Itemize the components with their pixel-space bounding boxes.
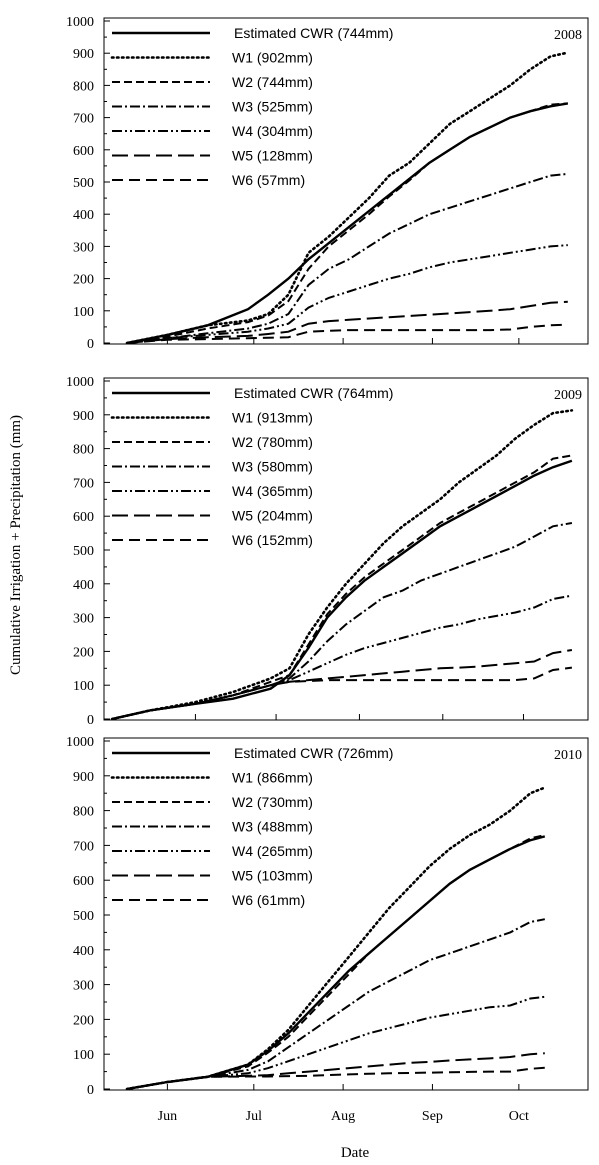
series-line-w4 — [111, 594, 573, 720]
y-tick-label: 600 — [73, 510, 94, 525]
chart-panel-2008: 0 100 200 300 400 500 600 700 800 900 1000 Estimate… — [66, 15, 589, 352]
series-line-w4 — [126, 995, 545, 1090]
y-tick-label: 900 — [73, 770, 94, 785]
legend-label: W4 (304mm) — [232, 123, 313, 139]
legend-label: W1 (866mm) — [232, 770, 313, 786]
y-tick-label: 1000 — [66, 735, 94, 750]
series-line-w1 — [125, 51, 570, 345]
y-tick-label: 500 — [73, 909, 94, 924]
series-line-w5 — [126, 300, 568, 344]
plot-frame — [103, 17, 589, 345]
plot-frame — [103, 377, 589, 721]
chart-panels: 01002003004005006007008009001000Estimate… — [66, 15, 589, 1124]
year-label: 2008 — [554, 28, 582, 43]
y-tick-label: 200 — [73, 1013, 94, 1028]
legend-label: W6 (57mm) — [232, 172, 305, 188]
legend-label: W2 (780mm) — [232, 434, 313, 450]
y-tick-label: 700 — [73, 112, 94, 127]
y-axis-title: Cumulative Irrigation + Precipitation (m… — [8, 415, 24, 675]
legend-label: W2 (730mm) — [232, 794, 313, 810]
legend-label: W6 (61mm) — [232, 892, 305, 908]
series-line-w2 — [126, 102, 568, 344]
year-label: 2010 — [554, 748, 582, 763]
legend-label: W1 (913mm) — [232, 410, 313, 426]
y-tick-label: 300 — [73, 612, 94, 627]
y-tick-label: 1000 — [66, 375, 94, 390]
legend-label: W4 (365mm) — [232, 483, 313, 499]
y-tick-label: 100 — [73, 679, 94, 694]
y-tick-label: 300 — [73, 979, 94, 994]
legend-label: W3 (525mm) — [232, 99, 313, 115]
series-line-w2 — [126, 834, 546, 1090]
legend-label: Estimated CWR (726mm) — [234, 745, 393, 761]
y-tick-label: 800 — [73, 443, 94, 458]
chart-panel-2009: 0 100 200 300 400 500 600 700 800 900 1000 Estimate… — [66, 375, 589, 728]
series-line-w6 — [111, 666, 573, 720]
y-tick-label: 0 — [87, 337, 94, 352]
series-line-w4 — [126, 244, 568, 344]
y-tick-label: 200 — [73, 273, 94, 288]
y-tick-label: 1000 — [66, 15, 94, 30]
y-tick-label: 500 — [73, 544, 94, 559]
series-line-w3 — [126, 918, 545, 1090]
series-line-w1 — [125, 786, 547, 1091]
x-tick-label: Sep — [422, 1109, 443, 1124]
series-line-w6 — [126, 1066, 545, 1090]
legend: Estimated CWR (726mm) W1 (866mm) W2 (730mm… — [110, 745, 393, 908]
legend: Estimated CWR (764mm) W1 (913mm) W2 (780mm… — [110, 385, 393, 548]
y-tick-label: 900 — [73, 409, 94, 424]
x-tick-label: Aug — [331, 1109, 355, 1124]
y-tick-label: 0 — [87, 1083, 94, 1098]
y-tick-label: 100 — [73, 1048, 94, 1063]
series-line-w3 — [126, 172, 568, 344]
legend-label: W3 (580mm) — [232, 459, 313, 475]
legend-label: W5 (103mm) — [232, 868, 313, 884]
legend-label: W5 (204mm) — [232, 508, 313, 524]
legend-label: W5 (128mm) — [232, 148, 313, 164]
x-tick-label: Jul — [246, 1109, 262, 1124]
series-line-w6 — [126, 323, 568, 344]
legend-label: W6 (152mm) — [232, 532, 313, 548]
y-tick-label: 500 — [73, 176, 94, 191]
y-tick-label: 700 — [73, 476, 94, 491]
legend-label: Estimated CWR (744mm) — [234, 25, 393, 41]
y-tick-label: 600 — [73, 144, 94, 159]
y-tick-label: 400 — [73, 208, 94, 223]
y-tick-label: 400 — [73, 578, 94, 593]
y-tick-label: 200 — [73, 645, 94, 660]
y-tick-label: 800 — [73, 805, 94, 820]
x-axis-title: Date — [341, 1145, 370, 1161]
y-tick-label: 900 — [73, 47, 94, 62]
series-line-w2 — [111, 454, 573, 720]
x-tick-label: Jun — [158, 1109, 177, 1124]
series-line-cwr — [126, 835, 546, 1091]
series-line-cwr — [126, 102, 568, 345]
y-tick-label: 100 — [73, 305, 94, 320]
legend-label: W4 (265mm) — [232, 843, 313, 859]
series-line-w5 — [111, 649, 573, 720]
legend: Estimated CWR (744mm) W1 (902mm) W2 (744mm… — [110, 25, 393, 188]
plot-frame — [103, 737, 589, 1091]
x-tick-label: Oct — [509, 1109, 529, 1124]
series-line-w5 — [126, 1052, 545, 1090]
series-line-w1 — [110, 409, 574, 721]
legend-label: Estimated CWR (764mm) — [234, 385, 393, 401]
series-line-w3 — [111, 522, 573, 720]
y-tick-label: 400 — [73, 944, 94, 959]
legend-label: W3 (488mm) — [232, 819, 313, 835]
year-label: 2009 — [554, 388, 582, 403]
legend-label: W1 (902mm) — [232, 50, 313, 66]
y-tick-label: 600 — [73, 874, 94, 889]
chart-panel-2010: 0 100 200 300 400 500 600 700 800 900 1000 Estimate… — [66, 735, 589, 1124]
y-tick-label: 700 — [73, 839, 94, 854]
y-tick-label: 0 — [87, 713, 94, 728]
y-tick-label: 300 — [73, 240, 94, 255]
series-line-cwr — [111, 459, 573, 721]
legend-label: W2 (744mm) — [232, 74, 313, 90]
y-tick-label: 800 — [73, 79, 94, 94]
